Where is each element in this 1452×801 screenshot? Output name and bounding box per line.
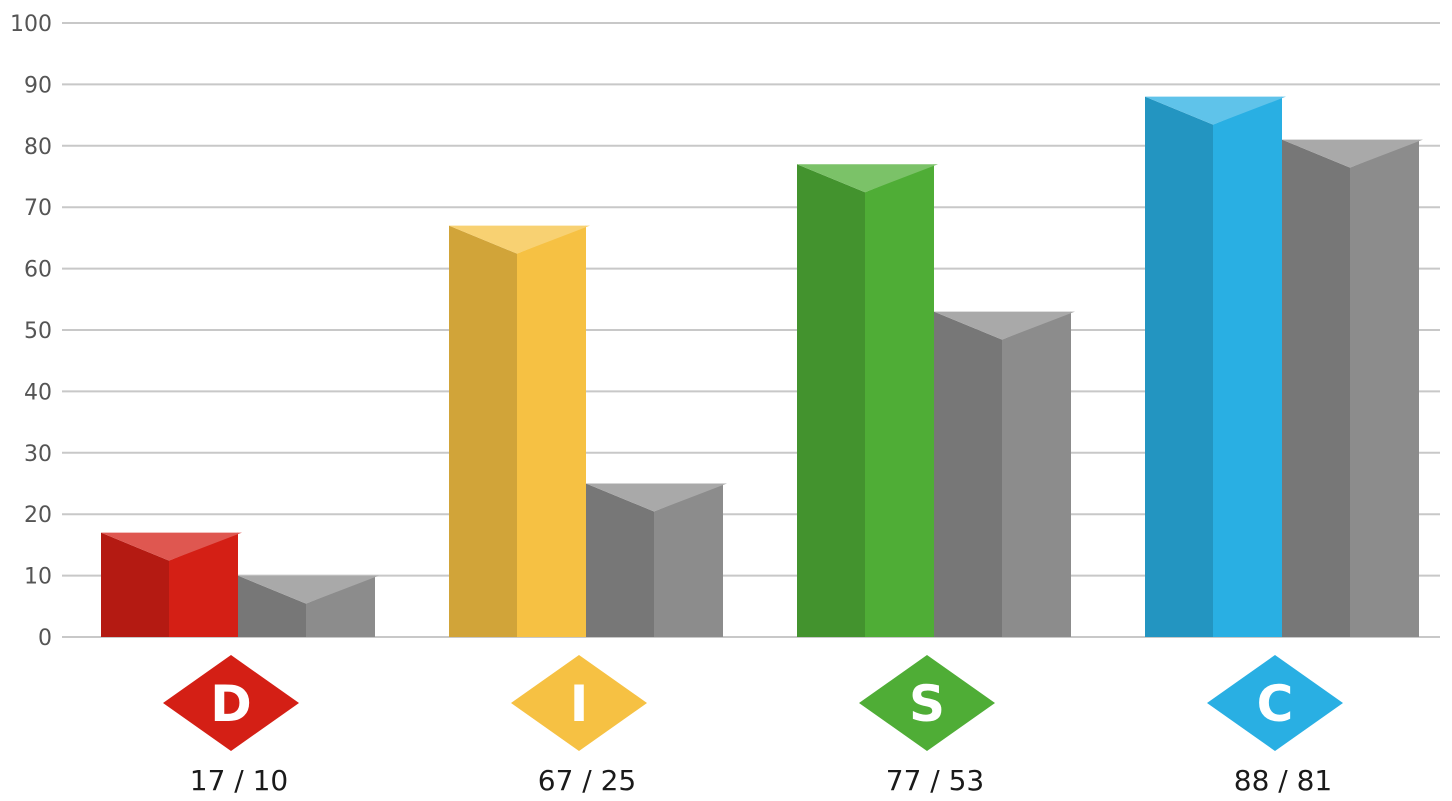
- bar-c-primary-left-face: [1145, 96, 1213, 638]
- bar-d-primary-left-face: [101, 532, 169, 637]
- grid-layer: 0 10 20 30 40 50 60 70 80 90 100: [10, 12, 1440, 651]
- category-value-label-d: 17 / 10: [190, 764, 289, 797]
- y-tick-label-100: 100: [10, 12, 52, 37]
- category-value-label-i: 67 / 25: [538, 764, 637, 797]
- category-diamond-c: [1207, 655, 1343, 751]
- bar-s-secondary-right-face: [1002, 311, 1071, 637]
- bar-s-primary-left-face: [797, 164, 865, 637]
- bar-c-secondary-right-face: [1350, 139, 1419, 637]
- category-letter-c: C: [1257, 675, 1294, 733]
- bar-d-primary-top: [101, 532, 242, 561]
- y-tick-label-50: 50: [24, 319, 52, 344]
- y-tick-label-40: 40: [24, 380, 52, 405]
- bar-i-secondary-right-face: [654, 483, 723, 637]
- bar-i-primary-left-face: [449, 225, 517, 637]
- bar-d-secondary-top: [238, 575, 379, 604]
- bar-c-primary-right-face: [1213, 96, 1282, 638]
- y-tick-label-90: 90: [24, 73, 52, 98]
- y-tick-label-10: 10: [24, 565, 52, 590]
- bar-c-secondary: [1282, 139, 1423, 637]
- bar-c-primary-top: [1145, 96, 1286, 125]
- category-diamond-d: [163, 655, 299, 751]
- bar-i-primary: [449, 225, 590, 637]
- category-letter-s: S: [909, 675, 945, 733]
- bar-d-primary: [101, 532, 242, 637]
- bar-s-secondary-left-face: [934, 311, 1002, 637]
- bar-c-primary: [1145, 96, 1286, 638]
- bar-c-secondary-top: [1282, 139, 1423, 168]
- category-value-label-s: 77 / 53: [886, 764, 985, 797]
- y-tick-label-60: 60: [24, 258, 52, 283]
- y-tick-label-0: 0: [38, 626, 52, 651]
- y-tick-label-70: 70: [24, 196, 52, 221]
- category-letter-d: D: [210, 675, 252, 733]
- bar-d-primary-right-face: [169, 532, 238, 637]
- bar-c-secondary-left-face: [1282, 139, 1350, 637]
- y-tick-label-30: 30: [24, 442, 52, 467]
- bar-i-secondary: [586, 483, 727, 637]
- bar-i-primary-top: [449, 225, 590, 254]
- category-diamond-s: [859, 655, 995, 751]
- category-diamond-i: [511, 655, 647, 751]
- bar-i-primary-right-face: [517, 225, 586, 637]
- bar-d-secondary-left-face: [238, 575, 306, 637]
- bar-i-secondary-top: [586, 483, 727, 512]
- bar-s-secondary-top: [934, 311, 1075, 340]
- category-labels-layer: D 17 / 10 I 67 / 25 S 77 / 53 C 88 / 81: [163, 655, 1343, 797]
- y-tick-label-80: 80: [24, 135, 52, 160]
- category-value-label-c: 88 / 81: [1234, 764, 1333, 797]
- bar-s-primary-top: [797, 164, 938, 193]
- bar-d-secondary: [238, 575, 379, 637]
- bar-d-secondary-right-face: [306, 575, 375, 637]
- bar-i-secondary-left-face: [586, 483, 654, 637]
- bars-layer: [101, 96, 1423, 638]
- bar-s-primary: [797, 164, 938, 637]
- bar-s-secondary: [934, 311, 1075, 637]
- bar-s-primary-right-face: [865, 164, 934, 637]
- category-letter-i: I: [570, 675, 589, 733]
- y-tick-label-20: 20: [24, 503, 52, 528]
